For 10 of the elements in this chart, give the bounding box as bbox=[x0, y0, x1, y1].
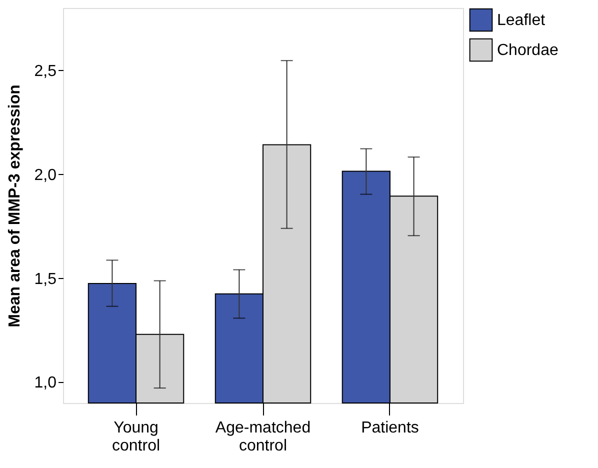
x-tick-label: Patients bbox=[361, 420, 419, 436]
legend-label: Chordae bbox=[497, 42, 558, 59]
y-tick-label: 2,5 bbox=[34, 62, 57, 80]
x-tick-label: Age-matched control bbox=[215, 420, 311, 454]
x-tick-label: Young control bbox=[112, 420, 160, 454]
legend-label: Leaflet bbox=[497, 12, 546, 29]
y-tick-label: 2,0 bbox=[34, 166, 57, 184]
y-tick-label: 1,5 bbox=[34, 270, 57, 288]
y-tick-label: 1,0 bbox=[34, 374, 57, 392]
y-axis-title: Mean area of MMP-3 expression bbox=[6, 84, 24, 328]
